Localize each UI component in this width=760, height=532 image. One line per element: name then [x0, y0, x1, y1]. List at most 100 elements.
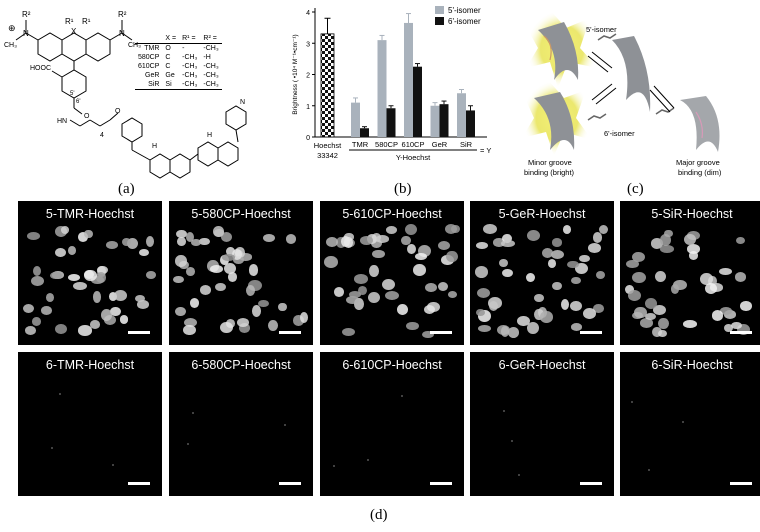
y-tick-label: 2	[306, 73, 310, 80]
cell-nucleus	[191, 238, 202, 247]
bar	[360, 128, 369, 137]
cell-nucleus	[421, 330, 434, 339]
cell-nucleus	[500, 326, 509, 337]
bar	[404, 22, 413, 137]
panel-a-structure: R² R² R¹ R¹ X N N CH₃ CH₃ ⊕ HOOC 5' 6' O…	[0, 0, 250, 185]
cell-nucleus	[445, 223, 458, 235]
tile-label: 6-580CP-Hoechst	[191, 358, 291, 372]
cell-nucleus	[344, 233, 354, 241]
cell-nucleus	[226, 246, 236, 257]
cell-nucleus	[660, 245, 674, 253]
cell-nucleus	[578, 254, 591, 263]
cell-nucleus	[67, 246, 76, 255]
cell-nucleus	[700, 272, 713, 285]
cell-nucleus	[658, 318, 669, 330]
cell-nucleus	[711, 310, 724, 322]
cell-nucleus	[560, 298, 570, 310]
cell-nucleus	[534, 308, 544, 321]
microscopy-tile: 6-GeR-Hoechst	[470, 352, 614, 496]
cell-nucleus	[224, 263, 237, 275]
h-nh1: H	[152, 143, 157, 150]
cell-nucleus	[501, 239, 515, 247]
cell-nucleus	[567, 260, 580, 269]
cell-nucleus	[574, 263, 589, 275]
cell-nucleus	[84, 269, 97, 281]
microscopy-tile: 5-TMR-Hoechst	[18, 201, 162, 345]
cell-nucleus	[278, 302, 287, 312]
cell-nucleus	[293, 315, 305, 326]
cell-nucleus	[335, 237, 347, 249]
cell-nucleus	[324, 255, 338, 268]
tile-label: 5-580CP-Hoechst	[191, 207, 291, 221]
n-right: N	[119, 29, 125, 38]
cell-nucleus	[652, 327, 662, 338]
cell-nucleus	[24, 326, 36, 335]
cell-nucleus	[33, 265, 42, 276]
label-minor-1: Minor groove	[528, 158, 572, 167]
cell-nucleus	[569, 300, 582, 312]
cell-nucleus	[300, 311, 309, 324]
cell-nucleus	[367, 458, 370, 461]
cell-nucleus	[239, 323, 250, 333]
cell-nucleus	[540, 311, 553, 323]
cell-nucleus	[84, 229, 93, 239]
table-cell: -	[182, 45, 185, 52]
reference-label: Hoechst	[314, 141, 342, 150]
bar	[466, 110, 475, 137]
cell-nucleus	[653, 304, 666, 315]
cell-nucleus	[705, 283, 717, 294]
microscopy-tile: 6-580CP-Hoechst	[169, 352, 313, 496]
cell-nucleus	[136, 299, 150, 309]
r2-left: R²	[22, 10, 31, 19]
cell-nucleus	[119, 315, 129, 324]
dna-middle	[612, 36, 651, 112]
cell-nucleus	[382, 279, 395, 291]
cell-nucleus	[548, 259, 557, 269]
cell-nucleus	[89, 320, 101, 329]
bar	[377, 40, 387, 137]
cell-nucleus	[236, 318, 250, 328]
cell-nucleus	[227, 271, 238, 282]
cell-nucleus	[183, 317, 197, 328]
h-nh2: H	[207, 132, 212, 139]
cell-nucleus	[360, 236, 373, 245]
cell-nucleus	[50, 446, 53, 449]
hn-label: HN	[57, 118, 67, 125]
cell-nucleus	[527, 322, 539, 334]
cell-nucleus	[110, 306, 121, 317]
table-cell: Si	[165, 81, 172, 88]
table-row: GeR Ge -CH₃ -CH₃	[135, 71, 222, 80]
table-cell: C	[165, 63, 171, 70]
cell-nucleus	[354, 274, 368, 284]
table-cell: -CH₃	[203, 81, 219, 88]
bar	[386, 108, 396, 137]
cell-nucleus	[283, 424, 286, 427]
cell-nucleus	[683, 320, 697, 328]
microscopy-tile: 5-SiR-Hoechst	[620, 201, 760, 345]
cell-nucleus	[186, 442, 189, 445]
cell-nucleus	[26, 231, 40, 240]
cell-nucleus	[105, 241, 118, 249]
cell-nucleus	[541, 247, 554, 259]
cell-nucleus	[175, 255, 187, 267]
cell-nucleus	[645, 298, 658, 309]
cell-nucleus	[31, 275, 45, 286]
cell-nucleus	[238, 253, 253, 261]
y-tick-label: 4	[306, 10, 310, 17]
cell-nucleus	[493, 238, 505, 247]
structure-drawing: R² R² R¹ R¹ X N N CH₃ CH₃ ⊕ HOOC 5' 6' O…	[4, 10, 247, 179]
tile-label: 6-GeR-Hoechst	[498, 358, 586, 372]
cell-nucleus	[209, 264, 224, 273]
cell-nucleus	[731, 322, 742, 330]
x-label: X	[71, 27, 77, 36]
cell-nucleus	[358, 286, 368, 296]
cell-nucleus	[401, 235, 411, 246]
bar	[430, 105, 440, 137]
molecule-6-isomer	[587, 113, 607, 121]
label-minor-2: binding (bright)	[524, 168, 575, 177]
panel-label-a: (a)	[118, 181, 135, 197]
cell-nucleus	[189, 298, 200, 309]
cell-nucleus	[477, 324, 491, 333]
cell-nucleus	[534, 294, 544, 302]
cell-nucleus	[719, 307, 732, 315]
